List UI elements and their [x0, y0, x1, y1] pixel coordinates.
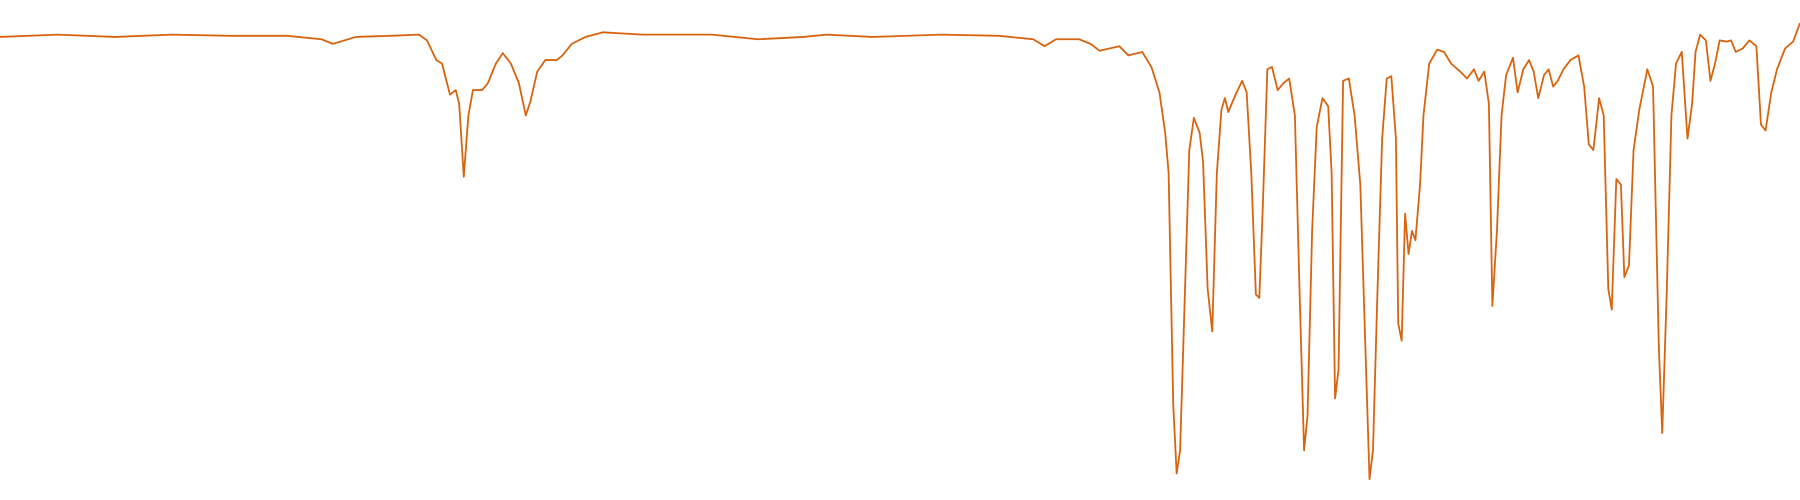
spectrum-line — [0, 22, 1800, 481]
